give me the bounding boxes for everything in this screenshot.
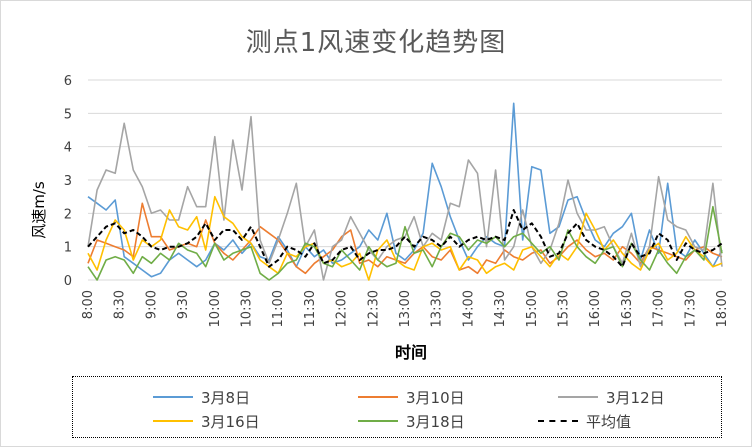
x-tick-label: 15:00: [525, 290, 540, 327]
y-tick-label: 2: [64, 207, 72, 222]
y-tick-label: 5: [64, 107, 72, 122]
y-axis-title: 风速m/s: [30, 181, 48, 239]
x-tick-label: 10:30: [240, 290, 255, 327]
y-tick-label: 0: [64, 274, 72, 289]
legend-label: 3月8日: [201, 389, 251, 407]
x-tick-label: 17:30: [683, 290, 698, 327]
legend: 3月8日 3月10日 3月12日 3月16日 3月18日 平均值: [72, 376, 722, 438]
gridlines: [88, 79, 722, 281]
chart-title: 测点1风速变化趋势图: [245, 28, 507, 58]
x-tick-label: 11:00: [271, 290, 286, 327]
legend-label: 3月12日: [606, 389, 665, 407]
y-tick-label: 6: [64, 74, 72, 89]
x-tick-label: 17:00: [652, 290, 667, 327]
y-tick-label: 3: [64, 174, 72, 189]
legend-label: 3月10日: [406, 389, 465, 407]
x-tick-label: 16:00: [588, 290, 603, 327]
x-tick-label: 9:00: [144, 290, 159, 319]
legend-swatch: [558, 396, 598, 398]
x-tick-label: 15:30: [557, 290, 572, 327]
x-tick-labels: 8:00 8:30 9:00 9:30 10:00 10:30 11:00 11:30 12:0…: [81, 290, 730, 327]
y-tick-labels: 0 1 2 3 4 5 6: [64, 74, 72, 289]
legend-swatch: [153, 420, 193, 422]
series-line-0: [87, 102, 723, 278]
x-tick-label: 9:30: [176, 290, 191, 319]
x-tick-label: 12:00: [335, 290, 350, 327]
legend-swatch: [153, 396, 193, 398]
series-line-5: [87, 209, 723, 268]
x-tick-label: 14:30: [493, 290, 508, 327]
x-tick-label: 8:00: [81, 290, 96, 319]
x-axis-title: 时间: [395, 343, 427, 362]
legend-label: 3月18日: [406, 413, 465, 431]
legend-swatch: [538, 420, 578, 422]
series-lines: [87, 102, 723, 281]
legend-swatch: [358, 420, 398, 422]
series-line-3: [87, 195, 723, 281]
x-tick-label: 12:30: [366, 290, 381, 327]
y-tick-label: 1: [64, 241, 72, 256]
x-tick-label: 13:30: [430, 290, 445, 327]
series-line-1: [87, 202, 723, 275]
x-tick-label: 13:00: [398, 290, 413, 327]
series-line-4: [87, 205, 723, 281]
x-tick-label: 10:00: [208, 290, 223, 327]
legend-label: 3月16日: [201, 413, 260, 431]
legend-label: 平均值: [586, 413, 632, 431]
x-tick-label: 11:30: [303, 290, 318, 327]
x-tick-label: 14:00: [461, 290, 476, 327]
y-tick-label: 4: [64, 141, 72, 156]
x-tick-label: 16:30: [620, 290, 635, 327]
x-tick-label: 18:00: [715, 290, 730, 327]
x-tick-label: 8:30: [113, 290, 128, 319]
legend-swatch: [358, 396, 398, 398]
